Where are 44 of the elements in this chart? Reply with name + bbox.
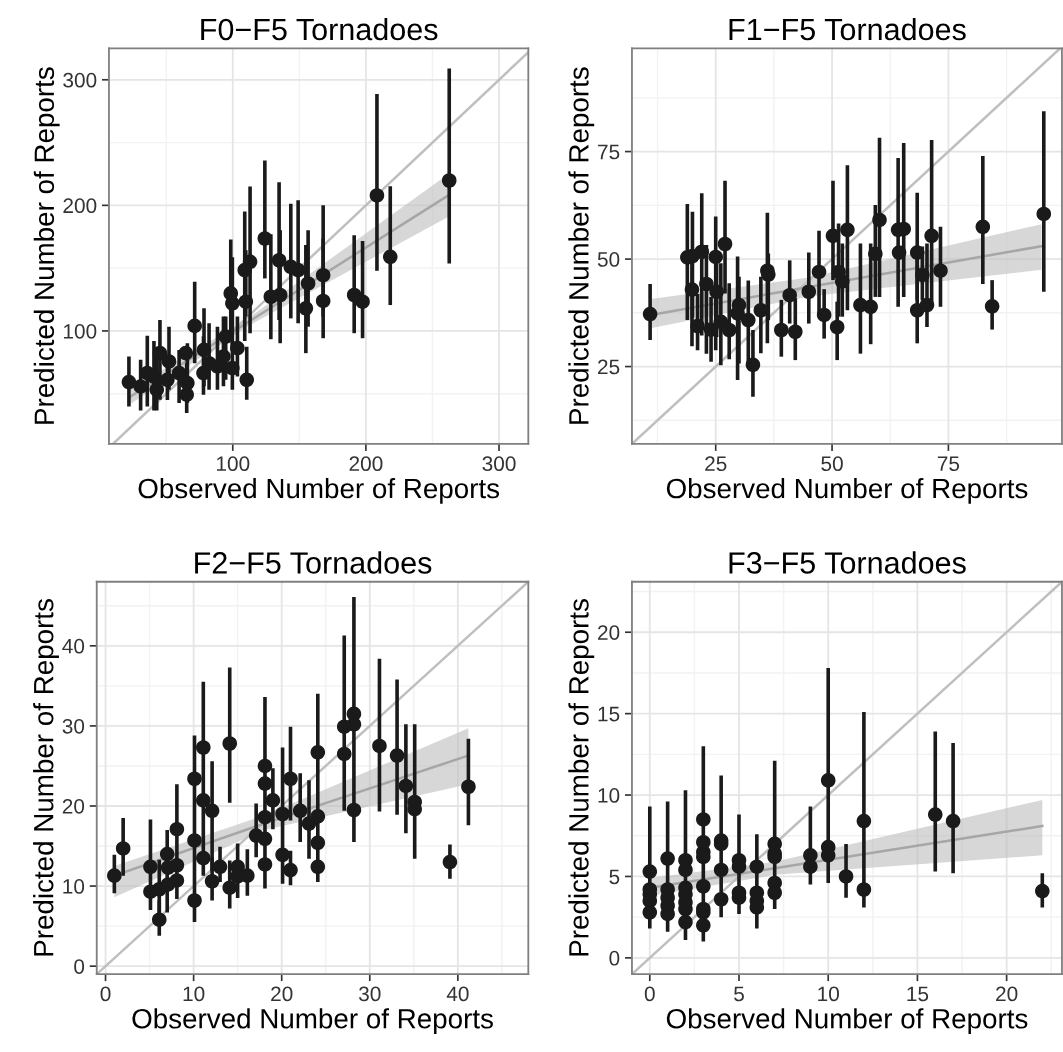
x-tick-label: 200 [349, 456, 383, 472]
x-tick-label: 100 [216, 456, 250, 472]
y-tick-label: 40 [62, 638, 85, 654]
x-tick-label: 75 [937, 456, 960, 472]
chart-title: F0−F5 Tornadoes [201, 17, 438, 41]
x-tick-label: 0 [644, 986, 655, 1002]
y-tick-label: 25 [598, 359, 620, 375]
y-tick-label: 5 [609, 869, 620, 885]
y-tick-label: 100 [63, 323, 97, 339]
y-tick-label: 10 [598, 788, 620, 803]
x-tick-label: 300 [482, 456, 516, 472]
x-axis-title: Observed Number of Reports [132, 1008, 493, 1035]
x-tick-label: 10 [818, 986, 839, 1002]
x-tick-label: 10 [183, 986, 205, 1002]
y-tick-label: 15 [598, 706, 620, 722]
y-axis-title: Predicted Number of Reports [568, 67, 595, 424]
y-tick-label: 30 [62, 718, 85, 734]
x-tick-label: 20 [271, 986, 293, 1002]
x-tick-label: 30 [358, 986, 381, 1002]
y-tick-label: 0 [74, 959, 85, 974]
x-axis-title: Observed Number of Reports [666, 1008, 1028, 1035]
y-axis-title: Predicted Number of Reports [33, 67, 60, 424]
y-axis-title: Predicted Number of Reports [568, 599, 595, 956]
x-tick-label: 0 [100, 986, 111, 1002]
y-tick-label: 200 [63, 198, 97, 214]
chart-title: F2−F5 Tornadoes [195, 551, 432, 574]
y-tick-label: 0 [609, 950, 620, 966]
x-tick-label: 25 [705, 456, 727, 472]
chart-title: F3−F5 Tornadoes [729, 551, 966, 574]
x-axis-title: Observed Number of Reports [138, 477, 500, 504]
x-tick-label: 15 [907, 986, 929, 1002]
y-tick-label: 300 [63, 72, 97, 88]
chart-title: F1−F5 Tornadoes [729, 17, 966, 41]
y-tick-label: 10 [63, 879, 85, 894]
x-axis-title: Observed Number of Reports [666, 477, 1028, 504]
y-tick-label: 20 [598, 625, 620, 640]
x-tick-label: 50 [821, 456, 843, 472]
x-tick-label: 40 [446, 986, 469, 1002]
x-tick-label: 20 [996, 986, 1018, 1002]
x-tick-label: 5 [734, 986, 744, 1002]
y-tick-label: 20 [62, 798, 85, 814]
y-tick-label: 50 [597, 252, 620, 267]
y-axis-title: Predicted Number of Reports [33, 599, 59, 956]
y-tick-label: 75 [598, 144, 620, 160]
